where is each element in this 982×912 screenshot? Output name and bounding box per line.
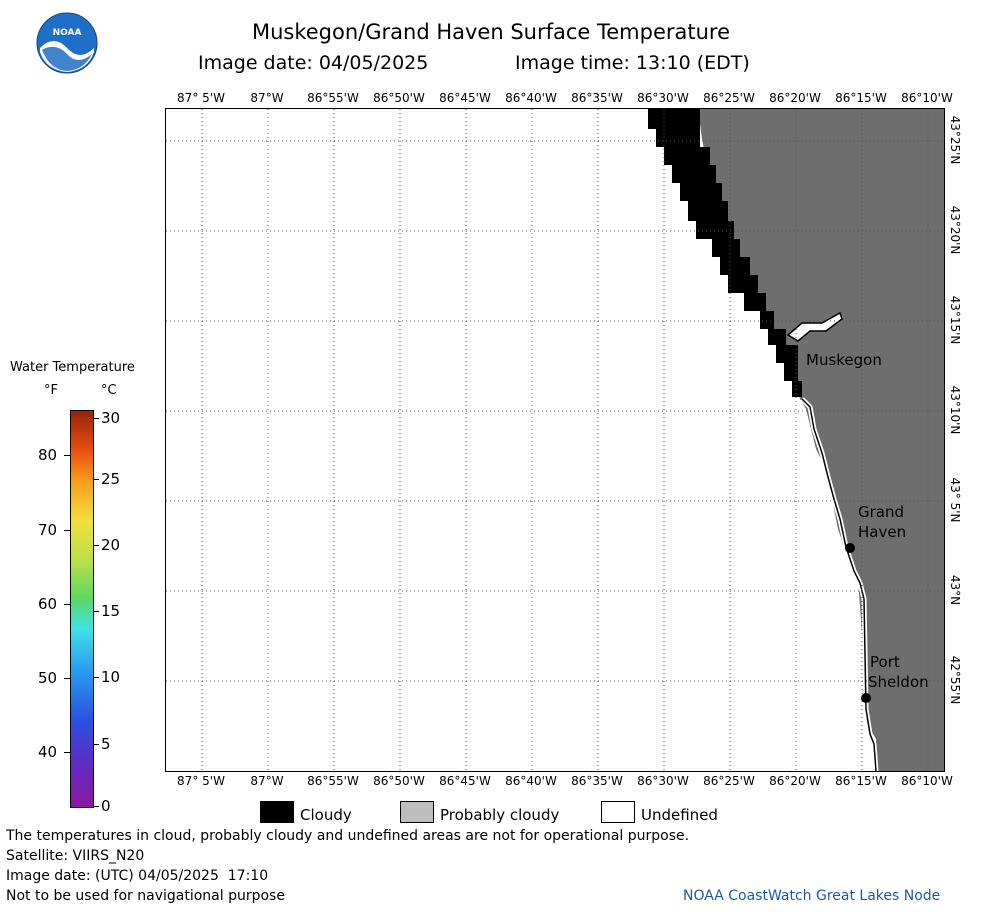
- land-area: [698, 109, 944, 771]
- lon-tick-label-top: 86°55'W: [307, 91, 359, 105]
- place-label-grand-haven-1: Grand: [858, 503, 905, 521]
- lon-tick-label-top: 86°15'W: [835, 91, 887, 105]
- image-date: Image date: 04/05/2025: [198, 52, 429, 74]
- lon-tick-label-bottom: 86°55'W: [307, 774, 359, 788]
- legend-c-tick: 25: [101, 470, 121, 488]
- legend-c-tick-mark: [93, 677, 99, 678]
- lon-tick-label-bottom: 86°15'W: [835, 774, 887, 788]
- lon-tick-label-bottom: 86°10'W: [901, 774, 953, 788]
- probably-cloudy-label: Probably cloudy: [440, 806, 560, 824]
- lat-tick-label-right: 42°55'N: [948, 655, 962, 705]
- lon-tick-label-top: 86°20'W: [769, 91, 821, 105]
- temperature-colorbar: [70, 410, 94, 808]
- lon-tick-label-top: 86°45'W: [439, 91, 491, 105]
- legend-c-tick: 10: [101, 668, 121, 686]
- legend-f-tick-mark: [64, 530, 70, 531]
- legend-f-tick-mark: [64, 752, 70, 753]
- lon-tick-label-bottom: 86°20'W: [769, 774, 821, 788]
- lon-tick-label-top: 87°W: [250, 91, 284, 105]
- legend-f-tick-mark: [64, 455, 70, 456]
- legend-c-tick: 5: [101, 735, 111, 753]
- lon-tick-label-top: 86°30'W: [637, 91, 689, 105]
- place-label-muskegon: Muskegon: [806, 351, 882, 369]
- legend-c-tick-mark: [93, 744, 99, 745]
- undefined-swatch: [601, 801, 635, 823]
- lon-tick-label-bottom: 86°50'W: [373, 774, 425, 788]
- lon-tick-label-bottom: 87°W: [250, 774, 284, 788]
- utc-date: Image date: (UTC) 04/05/2025 17:10: [6, 868, 269, 884]
- lat-tick-label-right: 43°25'N: [948, 115, 962, 165]
- legend-unit-c: °C: [101, 383, 117, 398]
- legend-c-tick-mark: [93, 611, 99, 612]
- image-time: Image time: 13:10 (EDT): [515, 52, 750, 74]
- undefined-label: Undefined: [641, 806, 718, 824]
- port-sheldon-marker: [861, 693, 871, 703]
- lon-tick-label-bottom: 86°25'W: [703, 774, 755, 788]
- cloud-area: [648, 109, 802, 397]
- cloudy-swatch: [260, 801, 294, 823]
- lat-tick-label-right: 43°20'N: [948, 205, 962, 255]
- lat-tick-label-right: 43°15'N: [948, 295, 962, 345]
- lon-tick-label-top: 87° 5'W: [177, 91, 225, 105]
- legend-c-tick-mark: [93, 418, 99, 419]
- map-grid: [166, 109, 944, 771]
- noaa-logo: NOAA: [36, 12, 98, 74]
- satellite-info: Satellite: VIIRS_N20: [6, 848, 145, 864]
- noaa-logo-icon: [36, 12, 98, 74]
- credit-link[interactable]: NOAA CoastWatch Great Lakes Node: [683, 888, 941, 904]
- lon-tick-label-bottom: 87° 5'W: [177, 774, 225, 788]
- lon-tick-label-bottom: 86°30'W: [637, 774, 689, 788]
- page-title: Muskegon/Grand Haven Surface Temperature: [251, 20, 731, 44]
- cloud-warning: The temperatures in cloud, probably clou…: [6, 828, 690, 844]
- probably-cloudy-swatch: [400, 801, 434, 823]
- muskegon-lake: [786, 311, 843, 342]
- lat-tick-label-right: 43°N: [948, 574, 962, 606]
- map-canvas: [166, 109, 944, 771]
- legend-f-tick: 40: [38, 743, 58, 761]
- lon-tick-label-top: 86°25'W: [703, 91, 755, 105]
- place-label-grand-haven-2: Haven: [858, 523, 907, 541]
- legend-c-tick: 15: [101, 602, 121, 620]
- noaa-logo-text: NOAA: [52, 28, 82, 38]
- lon-tick-label-top: 86°40'W: [505, 91, 557, 105]
- lon-tick-label-bottom: 86°45'W: [439, 774, 491, 788]
- grand-haven-marker: [845, 543, 855, 553]
- map-panel: [165, 108, 945, 772]
- lon-tick-label-top: 86°50'W: [373, 91, 425, 105]
- navigation-warning: Not to be used for navigational purpose: [6, 888, 285, 904]
- legend-c-tick: 0: [101, 797, 111, 815]
- legend-c-tick-mark: [93, 545, 99, 546]
- legend-f-tick: 60: [38, 595, 58, 613]
- legend-f-tick: 70: [38, 521, 58, 539]
- place-label-port-sheldon-1: Port: [870, 653, 900, 671]
- lon-tick-label-top: 86°10'W: [901, 91, 953, 105]
- legend-f-tick: 50: [38, 669, 58, 687]
- legend-title: Water Temperature: [10, 360, 135, 375]
- lat-tick-label-right: 43°10'N: [948, 385, 962, 435]
- legend-unit-f: °F: [44, 383, 58, 398]
- legend-c-tick-mark: [93, 479, 99, 480]
- lon-tick-label-bottom: 86°35'W: [571, 774, 623, 788]
- lon-tick-label-top: 86°35'W: [571, 91, 623, 105]
- legend-c-tick: 30: [101, 409, 121, 427]
- cloudy-label: Cloudy: [300, 806, 352, 824]
- legend-c-tick: 20: [101, 536, 121, 554]
- legend-f-tick-mark: [64, 604, 70, 605]
- legend-f-tick-mark: [64, 678, 70, 679]
- legend-c-tick-mark: [93, 806, 99, 807]
- lat-tick-label-right: 43° 5'N: [948, 477, 962, 523]
- legend-f-tick: 80: [38, 446, 58, 464]
- lon-tick-label-bottom: 86°40'W: [505, 774, 557, 788]
- place-label-port-sheldon-2: Sheldon: [868, 673, 929, 691]
